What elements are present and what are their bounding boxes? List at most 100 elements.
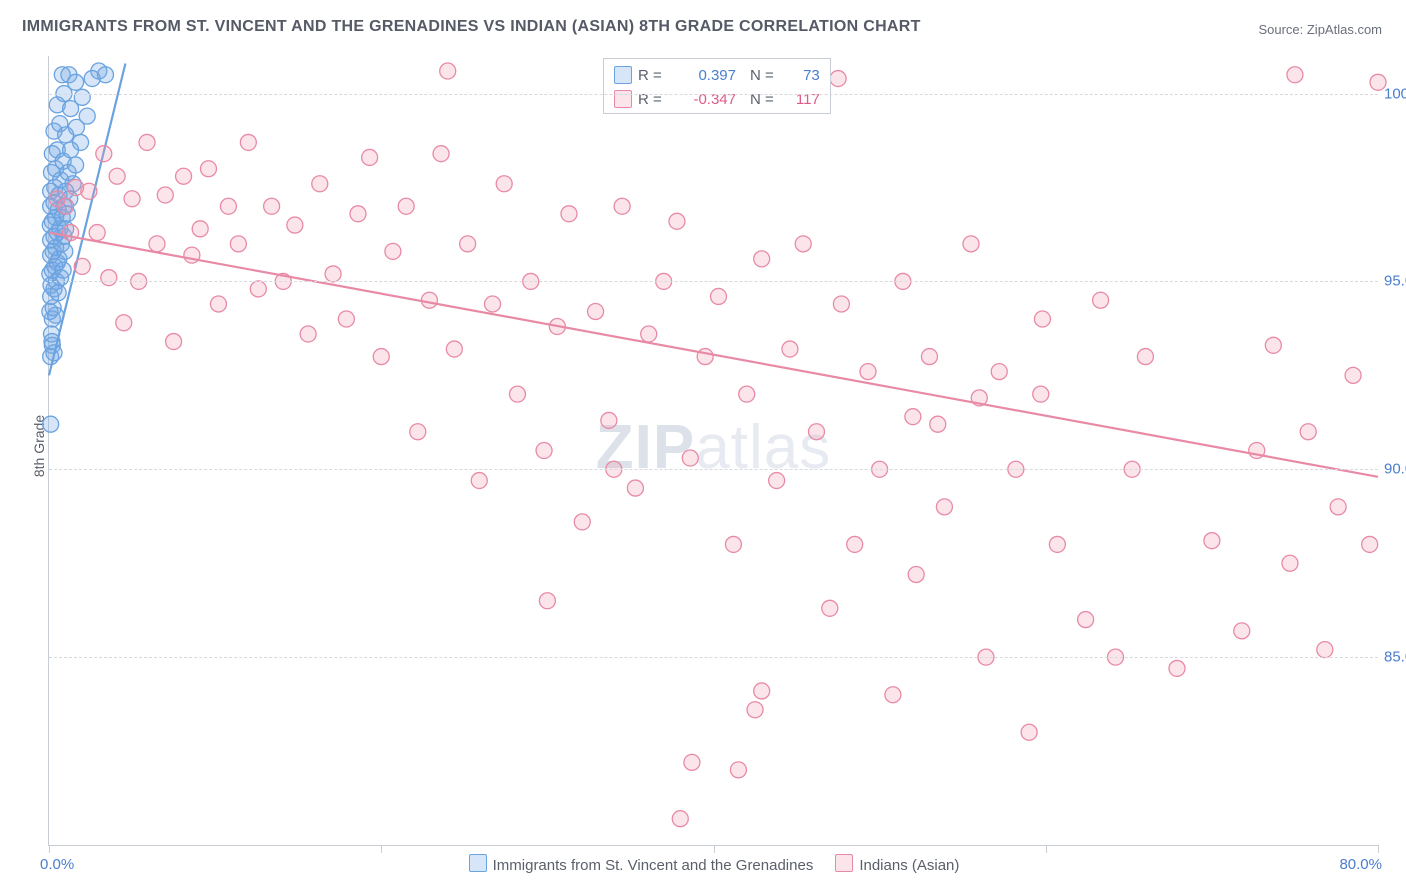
legend-n-label: N = <box>750 67 774 84</box>
scatter-point <box>885 687 901 703</box>
scatter-point <box>1300 424 1316 440</box>
scatter-point <box>536 443 552 459</box>
plot-area: ZIPatlas R =0.397N =73R =-0.347N =117 85… <box>48 56 1378 846</box>
scatter-point <box>1033 386 1049 402</box>
x-tick <box>714 845 715 853</box>
scatter-point <box>385 243 401 259</box>
x-tick <box>381 845 382 853</box>
scatter-point <box>822 600 838 616</box>
scatter-point <box>1049 536 1065 552</box>
scatter-point <box>109 168 125 184</box>
scatter-point <box>312 176 328 192</box>
scatter-point <box>1345 367 1361 383</box>
scatter-point <box>116 315 132 331</box>
scatter-point <box>471 473 487 489</box>
scatter-point <box>68 74 84 90</box>
scatter-point <box>1265 337 1281 353</box>
x-axis-legend: Immigrants from St. Vincent and the Gren… <box>0 854 1406 874</box>
scatter-point <box>641 326 657 342</box>
x-legend-swatch <box>469 854 487 872</box>
scatter-point <box>1287 67 1303 83</box>
scatter-point <box>421 292 437 308</box>
scatter-point <box>57 243 73 259</box>
scatter-point <box>373 349 389 365</box>
scatter-point <box>50 285 66 301</box>
scatter-point <box>588 303 604 319</box>
scatter-point <box>410 424 426 440</box>
scatter-point <box>362 149 378 165</box>
scatter-point <box>58 198 74 214</box>
scatter-point <box>300 326 316 342</box>
scatter-point <box>230 236 246 252</box>
scatter-point <box>725 536 741 552</box>
scatter-point <box>55 262 71 278</box>
scatter-point <box>124 191 140 207</box>
legend-swatch <box>614 66 632 84</box>
scatter-point <box>561 206 577 222</box>
scatter-point <box>754 251 770 267</box>
scatter-point <box>860 364 876 380</box>
scatter-point <box>97 67 113 83</box>
scatter-point <box>149 236 165 252</box>
scatter-point <box>240 134 256 150</box>
legend-n-value: 73 <box>780 67 820 84</box>
source-label: Source: ZipAtlas.com <box>1258 22 1382 37</box>
scatter-point <box>210 296 226 312</box>
scatter-point <box>963 236 979 252</box>
scatter-point <box>908 566 924 582</box>
scatter-point <box>574 514 590 530</box>
scatter-svg <box>49 56 1378 845</box>
scatter-point <box>808 424 824 440</box>
scatter-point <box>325 266 341 282</box>
y-tick-label: 95.0% <box>1384 273 1406 290</box>
scatter-point <box>264 198 280 214</box>
scatter-point <box>1078 612 1094 628</box>
scatter-point <box>991 364 1007 380</box>
correlation-legend: R =0.397N =73R =-0.347N =117 <box>603 58 831 114</box>
scatter-point <box>496 176 512 192</box>
scatter-point <box>1362 536 1378 552</box>
scatter-point <box>684 754 700 770</box>
x-legend-swatch <box>835 854 853 872</box>
chart-title: IMMIGRANTS FROM ST. VINCENT AND THE GREN… <box>22 18 921 36</box>
scatter-point <box>338 311 354 327</box>
scatter-point <box>905 409 921 425</box>
x-legend-label: Indians (Asian) <box>859 857 959 874</box>
scatter-point <box>782 341 798 357</box>
scatter-point <box>1317 642 1333 658</box>
legend-r-label: R = <box>638 67 666 84</box>
scatter-point <box>830 71 846 87</box>
y-tick-label: 100.0% <box>1384 85 1406 102</box>
scatter-point <box>539 593 555 609</box>
scatter-point <box>614 198 630 214</box>
scatter-point <box>847 536 863 552</box>
scatter-point <box>921 349 937 365</box>
gridline <box>49 94 1378 95</box>
scatter-point <box>730 762 746 778</box>
scatter-point <box>509 386 525 402</box>
x-tick <box>1378 845 1379 853</box>
legend-r-value: 0.397 <box>672 67 736 84</box>
scatter-point <box>930 416 946 432</box>
scatter-point <box>697 349 713 365</box>
scatter-point <box>176 168 192 184</box>
y-tick-label: 90.0% <box>1384 461 1406 478</box>
scatter-point <box>1169 660 1185 676</box>
scatter-point <box>739 386 755 402</box>
scatter-point <box>139 134 155 150</box>
scatter-point <box>446 341 462 357</box>
scatter-point <box>1204 533 1220 549</box>
scatter-point <box>460 236 476 252</box>
scatter-point <box>74 258 90 274</box>
x-legend-label: Immigrants from St. Vincent and the Gren… <box>493 857 814 874</box>
scatter-point <box>68 157 84 173</box>
scatter-point <box>1330 499 1346 515</box>
scatter-point <box>1234 623 1250 639</box>
scatter-point <box>398 198 414 214</box>
scatter-point <box>669 213 685 229</box>
scatter-point <box>710 288 726 304</box>
scatter-point <box>1021 724 1037 740</box>
scatter-point <box>1137 349 1153 365</box>
scatter-point <box>485 296 501 312</box>
scatter-point <box>747 702 763 718</box>
